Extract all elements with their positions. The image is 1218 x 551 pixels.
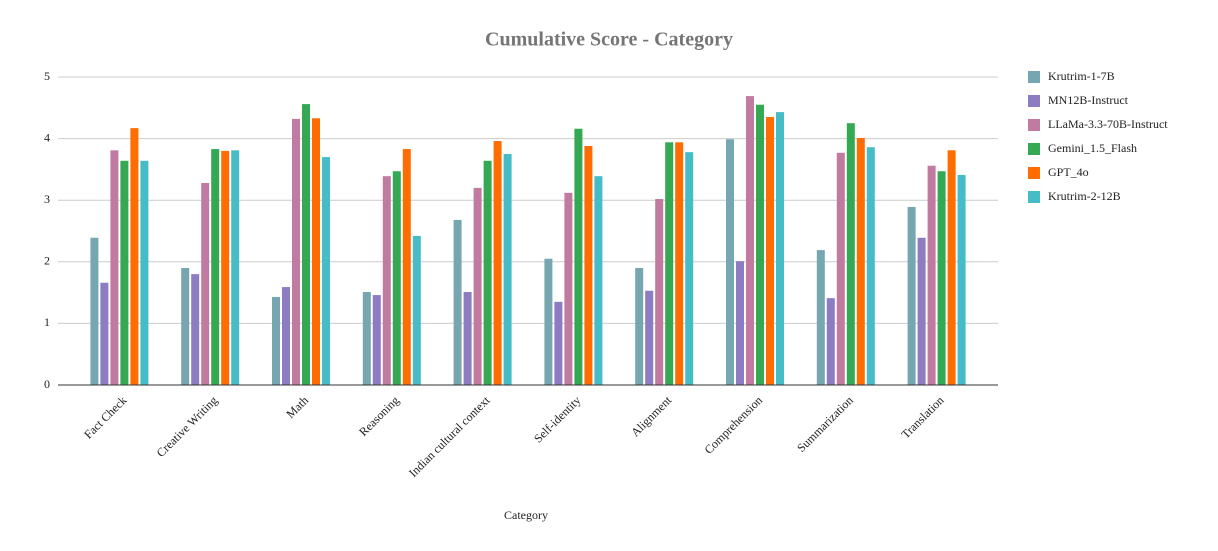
x-tick-label: Alignment — [628, 393, 675, 440]
bar — [685, 152, 694, 385]
bar — [746, 96, 754, 385]
bar — [493, 141, 502, 385]
bar — [917, 237, 926, 385]
legend-label: GPT_4o — [1048, 165, 1089, 179]
x-tick-label: Indian cultural context — [406, 393, 493, 480]
y-tick-label: 1 — [44, 315, 50, 329]
bar — [201, 182, 210, 385]
bar — [211, 149, 220, 385]
bar — [292, 118, 300, 385]
bar — [574, 128, 583, 385]
x-tick-label: Comprehension — [701, 393, 765, 457]
bar — [372, 295, 381, 385]
x-tick-label: Summarization — [794, 393, 856, 455]
bar — [927, 165, 936, 385]
bar — [856, 137, 865, 385]
bar — [392, 171, 401, 385]
bar — [322, 157, 330, 385]
bar — [736, 261, 744, 385]
bar — [836, 152, 845, 385]
x-tick-label: Translation — [898, 393, 946, 441]
bar — [766, 117, 774, 385]
bar — [453, 219, 462, 385]
bar — [483, 160, 492, 385]
bar — [816, 250, 825, 385]
bar — [675, 142, 684, 385]
x-tick-label: Fact Check — [81, 393, 129, 441]
legend-label: Krutrim-2-12B — [1048, 189, 1121, 203]
bar — [726, 139, 734, 385]
y-tick-label: 5 — [44, 69, 50, 83]
bar — [120, 160, 129, 385]
x-axis-title: Category — [504, 508, 548, 522]
legend-label: LLaMa-3.3-70B-Instruct — [1048, 117, 1168, 131]
bar — [402, 149, 411, 385]
bar — [665, 142, 674, 385]
bar — [181, 267, 190, 385]
bar — [312, 118, 320, 385]
bar — [503, 154, 512, 385]
bar — [463, 291, 472, 385]
x-tick-label: Reasoning — [356, 393, 402, 439]
bar — [221, 150, 230, 385]
bar — [564, 192, 573, 385]
bar — [282, 287, 290, 385]
x-tick-label: Creative Writing — [154, 393, 221, 460]
bar — [866, 147, 875, 385]
bar — [191, 274, 200, 385]
x-tick-label: Math — [283, 393, 311, 421]
bar — [826, 298, 835, 385]
y-tick-label: 2 — [44, 254, 50, 268]
bar — [544, 258, 553, 385]
bar — [937, 171, 946, 385]
bar — [362, 291, 371, 385]
legend-swatch — [1028, 191, 1040, 203]
bar — [947, 150, 956, 385]
bar — [100, 282, 109, 385]
bar — [907, 206, 916, 385]
y-tick-label: 3 — [44, 192, 50, 206]
y-tick-label: 4 — [44, 130, 50, 144]
bar — [594, 176, 603, 385]
bar — [473, 187, 482, 385]
legend-swatch — [1028, 167, 1040, 179]
legend-swatch — [1028, 95, 1040, 107]
bar — [776, 112, 784, 385]
y-tick-label: 0 — [44, 377, 50, 391]
bar — [231, 150, 240, 385]
bar — [584, 145, 593, 385]
legend-label: MN12B-Instruct — [1048, 93, 1129, 107]
bar — [554, 301, 563, 385]
bar — [846, 123, 855, 385]
bar — [140, 160, 149, 385]
x-tick-label: Self-identity — [531, 393, 583, 445]
bar — [645, 290, 654, 385]
legend-label: Krutrim-1-7B — [1048, 69, 1115, 83]
bar — [957, 174, 966, 385]
legend-swatch — [1028, 119, 1040, 131]
bar — [756, 104, 764, 385]
bar — [110, 150, 119, 385]
legend-swatch — [1028, 143, 1040, 155]
legend-label: Gemini_1.5_Flash — [1048, 141, 1137, 155]
bar — [90, 237, 99, 385]
chart-title: Cumulative Score - Category — [485, 29, 733, 51]
bar — [635, 267, 644, 385]
bar — [655, 198, 664, 385]
bar — [302, 104, 310, 385]
bar — [412, 235, 421, 385]
legend-swatch — [1028, 71, 1040, 83]
bar — [272, 296, 280, 385]
bar — [382, 176, 391, 385]
bar — [130, 128, 139, 386]
